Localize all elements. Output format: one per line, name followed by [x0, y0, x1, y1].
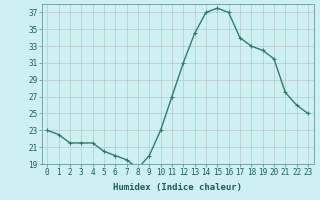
- X-axis label: Humidex (Indice chaleur): Humidex (Indice chaleur): [113, 183, 242, 192]
